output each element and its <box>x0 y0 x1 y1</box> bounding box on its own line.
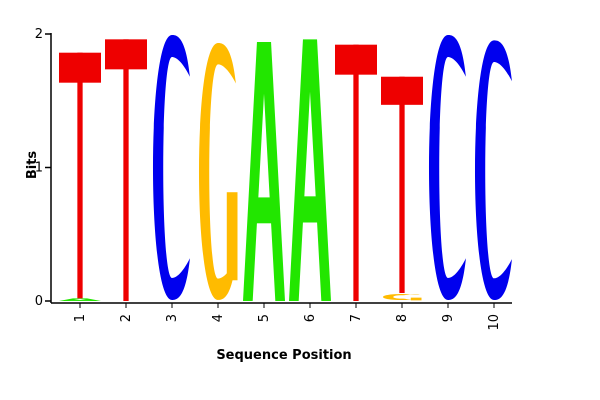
letter-a-pos-6 <box>289 39 331 302</box>
letter-c-pos-9 <box>428 35 466 300</box>
letter-a-pos-5 <box>243 42 285 301</box>
logo-stack-pos-2 <box>105 39 147 302</box>
x-axis-title: Sequence Position <box>216 348 351 363</box>
x-tick-label: 4 <box>211 314 226 322</box>
x-tick-label: 5 <box>257 314 272 322</box>
x-tick-label: 10 <box>487 314 502 331</box>
x-tick-label: 6 <box>303 314 318 322</box>
letter-t-pos-1 <box>59 52 101 299</box>
letter-a-pos-1 <box>59 298 101 301</box>
x-axis-ticks: 1 2 3 4 5 6 7 8 9 10 <box>73 303 502 331</box>
x-tick-label: 8 <box>395 314 410 322</box>
logo-stack-pos-9 <box>428 35 466 300</box>
logo-stack-pos-3 <box>152 35 190 300</box>
logo-stack-pos-6 <box>289 39 331 302</box>
y-tick-label: 1 <box>35 161 43 176</box>
x-tick-label: 3 <box>165 314 180 322</box>
x-tick-label: 9 <box>441 314 456 322</box>
letter-g-pos-8 <box>382 293 422 301</box>
logo-stack-pos-1 <box>59 52 101 301</box>
y-tick-label: 0 <box>35 294 43 309</box>
letter-t-pos-2 <box>105 39 147 302</box>
letter-t-pos-8 <box>381 76 423 293</box>
logo-stack-pos-7 <box>335 44 377 302</box>
logo-stack-pos-4 <box>198 43 238 300</box>
y-axis-title: Bits <box>25 151 40 180</box>
letter-g-pos-4 <box>198 43 238 300</box>
letter-c-pos-3 <box>152 35 190 300</box>
x-tick-label: 7 <box>349 314 364 322</box>
letter-t-pos-7 <box>335 44 377 302</box>
y-axis-ticks: 0 1 2 <box>35 27 51 309</box>
logo-stack-pos-10 <box>474 40 512 301</box>
x-tick-label: 1 <box>73 314 88 322</box>
logo-stack-pos-5 <box>243 42 285 301</box>
x-tick-label: 2 <box>119 314 134 322</box>
logo-stack-pos-8 <box>381 76 423 301</box>
letter-c-pos-10 <box>474 40 512 301</box>
y-tick-label: 2 <box>35 27 43 42</box>
logo-glyphs <box>59 35 512 302</box>
